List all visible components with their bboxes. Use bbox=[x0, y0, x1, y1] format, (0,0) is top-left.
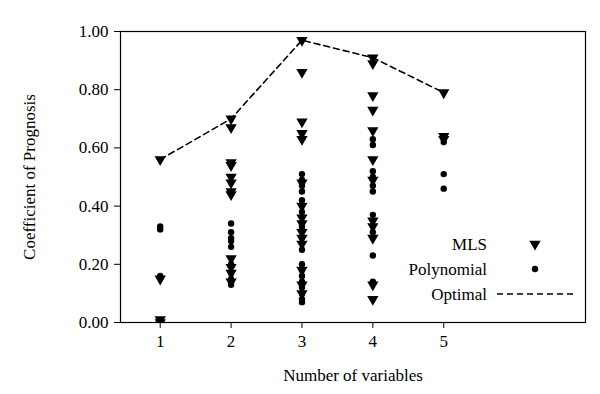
svg-text:Optimal: Optimal bbox=[431, 285, 487, 304]
svg-text:0.20: 0.20 bbox=[79, 255, 109, 274]
svg-text:4: 4 bbox=[369, 332, 378, 351]
svg-text:0.80: 0.80 bbox=[79, 80, 109, 99]
svg-text:3: 3 bbox=[298, 332, 307, 351]
svg-text:Polynomial: Polynomial bbox=[409, 260, 488, 279]
svg-text:5: 5 bbox=[439, 332, 448, 351]
svg-text:0.60: 0.60 bbox=[79, 138, 109, 157]
svg-text:Number of variables: Number of variables bbox=[283, 366, 423, 385]
svg-text:1: 1 bbox=[156, 332, 165, 351]
svg-text:0.00: 0.00 bbox=[79, 313, 109, 332]
svg-text:MLS: MLS bbox=[452, 235, 487, 254]
svg-text:0.40: 0.40 bbox=[79, 197, 109, 216]
svg-text:2: 2 bbox=[227, 332, 236, 351]
svg-text:Coefficient of Prognosis: Coefficient of Prognosis bbox=[20, 94, 39, 260]
svg-text:1.00: 1.00 bbox=[79, 22, 109, 41]
